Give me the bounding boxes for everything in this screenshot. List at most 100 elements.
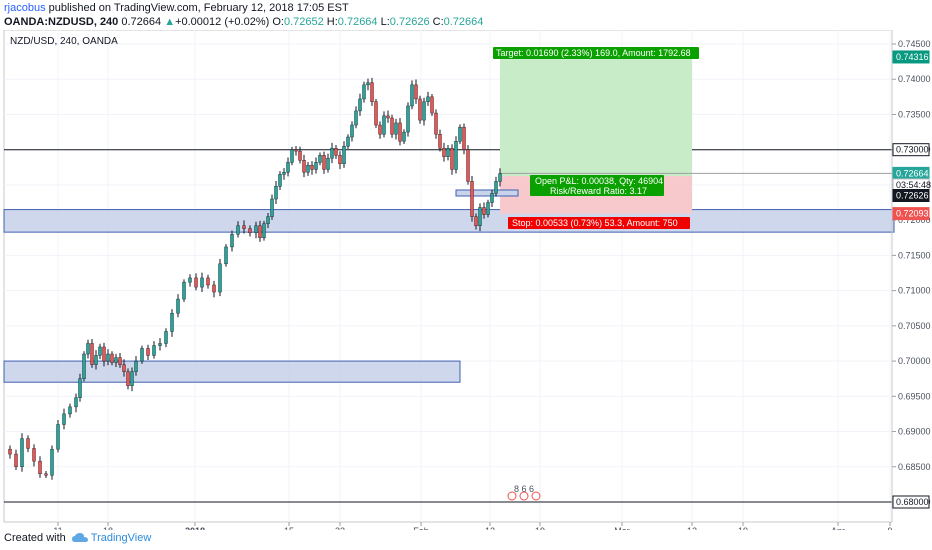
candle-down [438, 133, 442, 149]
candle-up [254, 225, 258, 234]
published-header: rjacobus published on TradingView.com, F… [4, 1, 349, 15]
price-tick-label: 0.69500 [898, 391, 931, 401]
candle-down [414, 84, 418, 100]
price-tick-label: 0.72000 [898, 215, 931, 225]
events-count: 8 6 6 [514, 484, 534, 494]
entry-marker [455, 189, 519, 197]
pnl-box [530, 175, 664, 196]
price-tags: 0.74316 0.73000 0.72664 03:54:480.72626 0.72… [892, 50, 931, 509]
pnl-label: Open P&L: 0.00038, Qty: 46904 [535, 176, 663, 186]
candle-up [188, 277, 192, 283]
stop-label: Stop: 0.00533 (0.73%) 53.3, Amount: 750 [512, 218, 678, 228]
time-tick-label: 15 [284, 526, 294, 530]
event-flag-icon[interactable] [507, 491, 517, 501]
price-tick-label: 0.73500 [898, 109, 931, 119]
candle-down [212, 284, 216, 293]
candle-down [462, 126, 466, 150]
pane-title: NZD/USD, 240, OANDA [10, 36, 118, 47]
candle-up [182, 281, 186, 300]
candle-up [262, 223, 266, 238]
events-marker[interactable]: 8 6 6 [507, 484, 541, 501]
candle-up [326, 157, 330, 170]
candle-up [74, 397, 78, 408]
candle-up [86, 343, 90, 355]
candle-up [282, 172, 286, 175]
symbol-label: OANDA:NZDUSD, 240 [4, 16, 119, 28]
time-tick-label: 12 [485, 526, 495, 530]
open-value: 0.72652 [283, 16, 324, 28]
candle-down [370, 82, 374, 102]
candle-down [146, 348, 150, 356]
tradingview-brand[interactable]: TradingView [71, 531, 151, 545]
candle-up [286, 162, 290, 173]
price-tick-label: 0.71500 [898, 250, 931, 260]
target-area [500, 56, 692, 177]
price-tag-label: 0.72626 [896, 190, 929, 200]
long-position-tool[interactable]: Target: 0.01690 (2.33%) 169.0, Amount: 1… [455, 47, 892, 229]
candle-down [450, 148, 454, 170]
candle-down [418, 98, 422, 121]
candle-up [50, 448, 54, 476]
footer: Created with TradingView [4, 531, 151, 545]
candle-down [294, 149, 298, 152]
candle-down [248, 228, 252, 234]
author-link[interactable]: rjacobus [4, 2, 46, 14]
price-tag-label: 0.68000 [896, 497, 929, 507]
price-tag-label: 0.72664 [896, 168, 929, 178]
candle-up [270, 198, 274, 217]
candle-up [314, 162, 318, 170]
candle-down [38, 460, 42, 475]
candle-up [170, 312, 174, 332]
price-tick-label: 0.70500 [898, 321, 931, 331]
published-text: published on TradingView.com, February 1… [45, 2, 349, 14]
candle-up [164, 331, 168, 344]
candle-up [94, 355, 98, 365]
high-value: 0.72664 [337, 16, 378, 28]
price-tick-label: 0.70000 [898, 356, 931, 366]
candle-up [78, 378, 82, 398]
candle-down [206, 277, 210, 286]
candle-down [430, 96, 434, 114]
price-tag [892, 495, 930, 509]
candle-up [98, 346, 102, 356]
candle-up [366, 82, 370, 86]
candle-up [318, 155, 322, 163]
candle-down [90, 343, 94, 365]
candle-down [386, 115, 390, 119]
candle-down [334, 148, 338, 156]
time-axis[interactable]: 11 18 2018 15 22 Feb 12 19 Mar 12 19 Apr 9 [53, 522, 893, 530]
candle-up [354, 110, 358, 126]
candle-up [230, 234, 234, 248]
candle-down [302, 160, 306, 173]
price-tag-label: 03:54:48 [896, 180, 931, 190]
candle-down [14, 453, 18, 467]
candle-down [8, 448, 12, 455]
candle-up [82, 353, 86, 379]
price-tick-label: 0.68500 [898, 462, 931, 472]
candle-up [274, 186, 278, 200]
event-flag-icon[interactable] [519, 491, 529, 501]
time-tick-label: 22 [335, 526, 345, 530]
created-with-text: Created with [4, 532, 66, 544]
candle-up [134, 360, 138, 372]
candle-down [434, 112, 438, 135]
candle-up [446, 148, 450, 157]
candle-down [466, 149, 470, 182]
candle-down [110, 353, 114, 363]
candle-up [402, 131, 406, 142]
price-chart[interactable]: Target: 0.01690 (2.33%) 169.0, Amount: 1… [0, 30, 932, 530]
candle-up [306, 164, 310, 173]
time-tick-label: 18 [103, 526, 113, 530]
candle-up [106, 353, 110, 362]
candle-down [442, 148, 446, 157]
price-tag-label: 0.73000 [896, 145, 929, 155]
price-axis[interactable]: 0.745000.740000.735000.730000.725000.720… [891, 30, 931, 522]
candle-up [486, 202, 490, 215]
candle-up [426, 96, 430, 102]
candle-up [140, 348, 144, 362]
candle-up [176, 298, 180, 314]
event-flag-icon[interactable] [531, 491, 541, 501]
candle-up [200, 277, 204, 288]
candle-up [342, 145, 346, 164]
time-tick-label: Apr [831, 526, 845, 530]
